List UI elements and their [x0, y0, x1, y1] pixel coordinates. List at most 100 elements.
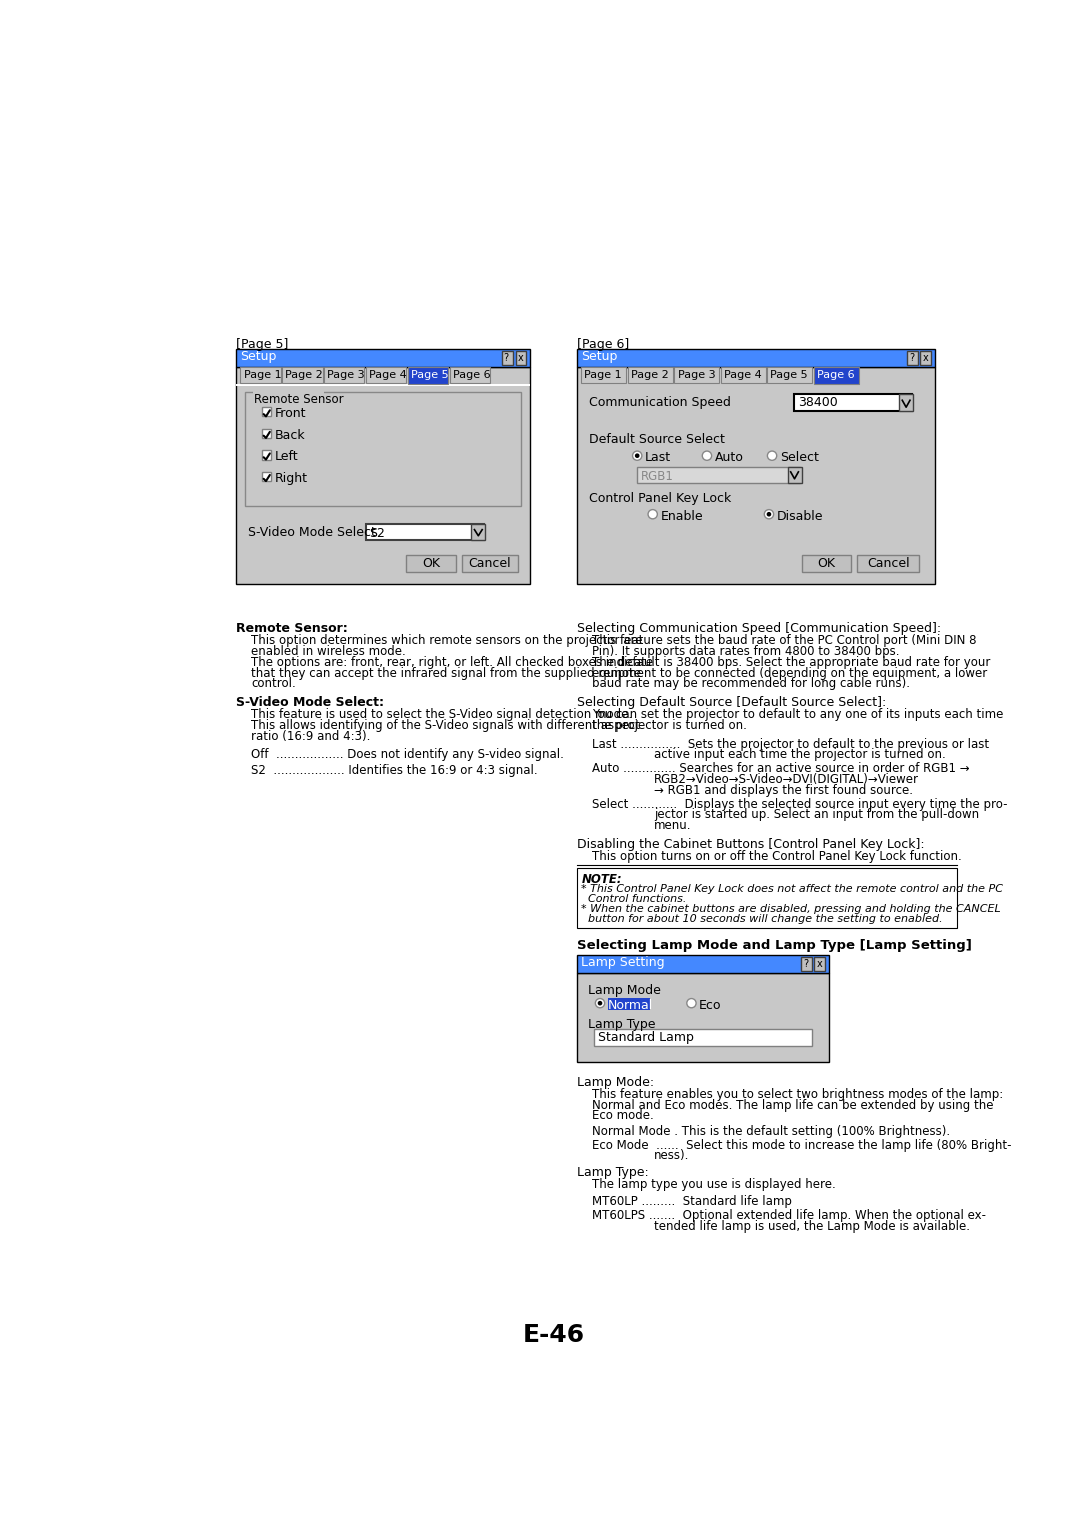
Circle shape — [633, 452, 642, 461]
Text: x: x — [518, 353, 524, 363]
Bar — [577, 955, 828, 974]
Text: Normal: Normal — [608, 998, 653, 1012]
Text: x: x — [922, 353, 929, 363]
Text: Communication Speed: Communication Speed — [590, 397, 731, 409]
Text: enabled in wireless mode.: enabled in wireless mode. — [252, 645, 406, 658]
Bar — [262, 407, 271, 417]
Text: Page 6: Page 6 — [453, 371, 490, 380]
Bar — [282, 368, 323, 383]
Text: Page 2: Page 2 — [285, 371, 323, 380]
Text: The options are: front, rear, right, or left. All checked boxes indicate: The options are: front, rear, right, or … — [252, 656, 653, 668]
Text: Lamp Setting: Lamp Setting — [581, 957, 665, 969]
Text: Enable: Enable — [661, 510, 703, 522]
Text: OK: OK — [818, 557, 835, 571]
Text: Remote Sensor:: Remote Sensor: — [235, 623, 348, 635]
Text: Page 5: Page 5 — [770, 371, 808, 380]
Text: Page 5: Page 5 — [410, 371, 448, 380]
Text: ?: ? — [503, 353, 509, 363]
Text: Standard Lamp: Standard Lamp — [598, 1032, 694, 1044]
Text: Page 3: Page 3 — [327, 371, 365, 380]
Text: MT60LP .........  Standard life lamp: MT60LP ......... Standard life lamp — [592, 1195, 792, 1209]
Text: This feature is used to select the S-Video signal detection mode.: This feature is used to select the S-Vid… — [252, 708, 633, 722]
Bar — [900, 394, 913, 410]
Text: Setup: Setup — [581, 349, 618, 363]
Bar — [794, 394, 912, 410]
Text: RGB1: RGB1 — [642, 470, 674, 482]
Text: Lamp Type: Lamp Type — [588, 1018, 656, 1030]
Text: Default Source Select: Default Source Select — [590, 433, 725, 447]
Text: 38400: 38400 — [798, 397, 837, 409]
Bar — [408, 368, 448, 385]
Bar — [235, 385, 530, 386]
Bar — [449, 368, 490, 383]
Text: Right: Right — [274, 472, 308, 485]
Text: Cancel: Cancel — [867, 557, 909, 571]
Text: Eco: Eco — [699, 998, 721, 1012]
Bar — [577, 368, 935, 583]
Text: Cancel: Cancel — [469, 557, 511, 571]
Text: Selecting Default Source [Default Source Select]:: Selecting Default Source [Default Source… — [577, 696, 886, 710]
Bar — [253, 391, 324, 401]
Bar — [502, 351, 513, 365]
Text: Lamp Mode:: Lamp Mode: — [577, 1076, 653, 1090]
Bar — [627, 368, 673, 383]
Text: Page 1: Page 1 — [243, 371, 281, 380]
Circle shape — [768, 452, 777, 461]
Bar — [262, 472, 271, 481]
Text: [Page 5]: [Page 5] — [235, 337, 288, 351]
Bar — [471, 525, 485, 540]
Text: that they can accept the infrared signal from the supplied remote: that they can accept the infrared signal… — [252, 667, 642, 679]
Text: Page 4: Page 4 — [724, 371, 761, 380]
Text: Selecting Lamp Mode and Lamp Type [Lamp Setting]: Selecting Lamp Mode and Lamp Type [Lamp … — [577, 940, 972, 952]
Bar — [235, 348, 530, 368]
Text: Last: Last — [645, 452, 671, 464]
Text: jector is started up. Select an input from the pull-down: jector is started up. Select an input fr… — [654, 809, 980, 821]
Text: tended life lamp is used, the Lamp Mode is available.: tended life lamp is used, the Lamp Mode … — [654, 1219, 970, 1233]
Text: Back: Back — [274, 429, 306, 441]
Bar — [721, 368, 766, 383]
Text: ?: ? — [804, 958, 809, 969]
Bar — [262, 429, 271, 438]
Text: * This Control Panel Key Lock does not affect the remote control and the PC: * This Control Panel Key Lock does not a… — [581, 884, 1003, 894]
Bar — [245, 392, 521, 505]
Text: Eco mode.: Eco mode. — [592, 1109, 654, 1123]
Text: Page 4: Page 4 — [369, 371, 407, 380]
Text: This option turns on or off the Control Panel Key Lock function.: This option turns on or off the Control … — [592, 850, 962, 862]
Bar — [262, 450, 271, 459]
Circle shape — [687, 998, 697, 1007]
Text: NOTE:: NOTE: — [581, 873, 622, 887]
Bar — [577, 974, 828, 1062]
Bar — [637, 467, 800, 482]
Text: S-Video Mode Select: S-Video Mode Select — [248, 526, 376, 539]
Text: Page 2: Page 2 — [631, 371, 669, 380]
Text: button for about 10 seconds will change the setting to enabled.: button for about 10 seconds will change … — [588, 914, 942, 923]
Bar — [594, 1029, 811, 1045]
Bar — [366, 368, 406, 383]
Text: This option determines which remote sensors on the projector are: This option determines which remote sens… — [252, 635, 643, 647]
Text: Lamp Type:: Lamp Type: — [577, 1166, 648, 1180]
Text: the projector is turned on.: the projector is turned on. — [592, 719, 747, 732]
Text: equipment to be connected (depending on the equipment, a lower: equipment to be connected (depending on … — [592, 667, 987, 679]
Text: Selecting Communication Speed [Communication Speed]:: Selecting Communication Speed [Communica… — [577, 623, 941, 635]
Text: control.: control. — [252, 678, 296, 690]
Bar — [462, 555, 517, 572]
Text: Setup: Setup — [241, 349, 276, 363]
Text: Disable: Disable — [777, 510, 823, 522]
Text: [Page 6]: [Page 6] — [577, 337, 629, 351]
Text: baud rate may be recommended for long cable runs).: baud rate may be recommended for long ca… — [592, 678, 910, 690]
Circle shape — [597, 1001, 603, 1006]
Bar — [814, 957, 825, 971]
Text: Disabling the Cabinet Buttons [Control Panel Key Lock]:: Disabling the Cabinet Buttons [Control P… — [577, 838, 924, 850]
Bar — [674, 368, 719, 383]
Circle shape — [765, 510, 773, 519]
Text: Page 3: Page 3 — [677, 371, 715, 380]
Circle shape — [702, 452, 712, 461]
Bar — [577, 868, 957, 928]
Bar — [801, 555, 851, 572]
Circle shape — [648, 510, 658, 519]
Bar — [920, 351, 931, 365]
Bar — [235, 368, 530, 583]
Text: ratio (16:9 and 4:3).: ratio (16:9 and 4:3). — [252, 729, 370, 743]
Text: Page 6: Page 6 — [816, 371, 854, 380]
Text: OK: OK — [422, 557, 440, 571]
